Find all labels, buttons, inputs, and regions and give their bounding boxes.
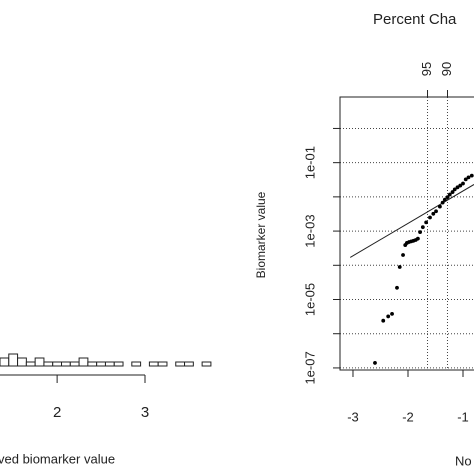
- bar: [113, 361, 124, 367]
- y-tick-label: 1e-03: [302, 214, 317, 247]
- point: [461, 181, 465, 186]
- bar: [184, 361, 194, 367]
- point: [386, 314, 391, 319]
- bar: [131, 361, 142, 367]
- point: [420, 225, 425, 230]
- point: [390, 311, 394, 316]
- y-tick-label: 1e-01: [302, 146, 317, 179]
- y-tick-label: 1e-05: [302, 283, 317, 316]
- point: [469, 173, 474, 178]
- point: [418, 230, 422, 235]
- point: [458, 183, 463, 188]
- bar: [8, 353, 19, 367]
- bar: [201, 361, 212, 367]
- point: [401, 253, 405, 257]
- fit-line: [349, 184, 474, 258]
- bar: [96, 361, 106, 367]
- bar: [52, 361, 63, 367]
- x-tick-label: 3: [141, 404, 149, 421]
- bar: [78, 357, 89, 367]
- point: [395, 285, 399, 290]
- point: [397, 265, 402, 269]
- point: [455, 185, 460, 190]
- point: [442, 197, 447, 202]
- point: [447, 192, 452, 197]
- point: [437, 204, 442, 209]
- bar: [25, 361, 36, 367]
- point: [381, 318, 386, 323]
- top-tick-label: 90: [439, 62, 454, 76]
- point: [434, 209, 438, 214]
- x-axis-label: ved biomarker value: [0, 451, 115, 466]
- point: [415, 236, 420, 241]
- x-tick-label: -2: [402, 409, 414, 424]
- x-tick-label: -3: [347, 409, 359, 424]
- bar: [104, 361, 115, 367]
- bar: [157, 361, 168, 367]
- y-tick-label: 1e-07: [302, 351, 317, 384]
- point: [373, 361, 377, 365]
- x-tick-label: -1: [457, 409, 469, 424]
- bar: [69, 361, 80, 367]
- top-tick-label: 95: [419, 62, 434, 76]
- bar: [175, 361, 186, 367]
- bar: [87, 361, 98, 367]
- point: [466, 175, 471, 180]
- chart-title: Percent Cha: [373, 11, 457, 28]
- point: [445, 195, 450, 200]
- x-axis-label: No: [455, 453, 472, 468]
- point: [463, 177, 468, 182]
- bar: [43, 361, 54, 367]
- point: [450, 190, 455, 194]
- point: [431, 211, 436, 216]
- point: [428, 215, 432, 220]
- plot-frame: [339, 96, 474, 371]
- bar: [0, 357, 10, 367]
- bar: [61, 361, 71, 367]
- point: [440, 200, 445, 205]
- bar: [17, 357, 27, 367]
- y-axis-label: Biomarker value: [254, 191, 268, 278]
- bar: [34, 357, 45, 367]
- point: [424, 220, 429, 225]
- point: [452, 187, 457, 192]
- x-tick-label: 2: [53, 404, 61, 421]
- bar: [148, 361, 159, 367]
